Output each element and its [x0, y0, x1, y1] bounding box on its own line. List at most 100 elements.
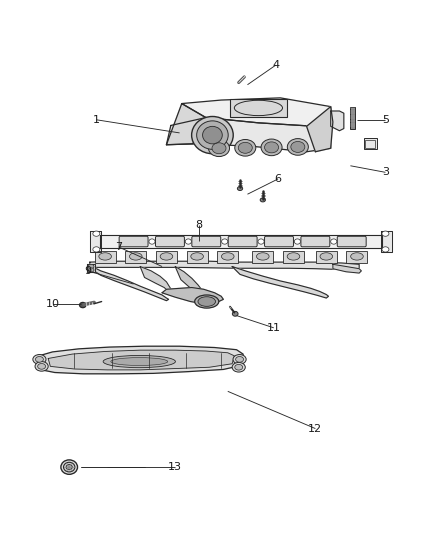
Bar	[316, 251, 337, 263]
Polygon shape	[162, 287, 223, 304]
Polygon shape	[333, 264, 361, 273]
Bar	[364, 139, 377, 149]
Polygon shape	[166, 103, 206, 145]
Bar	[156, 251, 177, 263]
Ellipse shape	[185, 239, 191, 244]
FancyBboxPatch shape	[337, 236, 366, 247]
Polygon shape	[48, 350, 234, 370]
Polygon shape	[87, 264, 95, 272]
Ellipse shape	[35, 361, 48, 371]
Ellipse shape	[232, 362, 245, 372]
Ellipse shape	[93, 231, 100, 236]
Ellipse shape	[202, 126, 222, 144]
Bar	[346, 251, 367, 263]
Polygon shape	[331, 111, 344, 131]
Ellipse shape	[291, 141, 305, 152]
Ellipse shape	[149, 239, 155, 244]
Ellipse shape	[208, 140, 230, 157]
Ellipse shape	[287, 139, 308, 155]
Bar	[125, 251, 146, 263]
Polygon shape	[166, 118, 331, 152]
Text: 5: 5	[382, 115, 389, 125]
Ellipse shape	[382, 247, 389, 252]
Ellipse shape	[287, 253, 300, 260]
Ellipse shape	[236, 357, 244, 362]
Ellipse shape	[320, 253, 332, 260]
Text: 9: 9	[84, 266, 91, 276]
Bar	[283, 251, 304, 263]
Bar	[230, 99, 287, 117]
Ellipse shape	[382, 231, 389, 236]
FancyBboxPatch shape	[155, 236, 184, 247]
Polygon shape	[140, 266, 172, 293]
Ellipse shape	[351, 253, 363, 260]
Ellipse shape	[80, 302, 86, 308]
Text: 3: 3	[382, 167, 389, 177]
Text: 10: 10	[46, 298, 60, 309]
Bar	[217, 251, 238, 263]
Ellipse shape	[33, 354, 46, 364]
Ellipse shape	[260, 198, 265, 202]
Polygon shape	[381, 231, 392, 253]
Ellipse shape	[194, 295, 219, 308]
Polygon shape	[92, 266, 169, 301]
Text: 1: 1	[93, 115, 100, 125]
Ellipse shape	[93, 247, 100, 252]
Text: 13: 13	[168, 462, 182, 472]
FancyBboxPatch shape	[301, 236, 330, 247]
Ellipse shape	[198, 297, 215, 306]
FancyBboxPatch shape	[228, 236, 257, 247]
Ellipse shape	[294, 239, 300, 244]
Ellipse shape	[258, 239, 264, 244]
Ellipse shape	[66, 464, 72, 470]
Ellipse shape	[232, 311, 238, 316]
Ellipse shape	[257, 253, 269, 260]
Ellipse shape	[160, 253, 173, 260]
FancyBboxPatch shape	[192, 236, 221, 247]
Bar	[350, 107, 355, 128]
Text: 12: 12	[308, 424, 322, 433]
Text: 8: 8	[196, 220, 203, 230]
Ellipse shape	[237, 187, 243, 190]
Polygon shape	[37, 346, 243, 374]
Text: 11: 11	[267, 323, 281, 333]
Polygon shape	[232, 266, 328, 298]
Bar	[252, 251, 273, 263]
Bar	[187, 251, 208, 263]
Bar	[95, 251, 116, 263]
Ellipse shape	[222, 239, 228, 244]
Text: 6: 6	[275, 174, 282, 184]
Ellipse shape	[261, 139, 282, 156]
Polygon shape	[307, 107, 333, 152]
Ellipse shape	[61, 460, 78, 474]
Ellipse shape	[88, 268, 94, 272]
Ellipse shape	[233, 354, 246, 364]
FancyBboxPatch shape	[265, 236, 293, 247]
Ellipse shape	[192, 117, 233, 154]
Polygon shape	[90, 231, 101, 253]
Ellipse shape	[111, 358, 168, 366]
Text: 4: 4	[272, 60, 279, 70]
Ellipse shape	[331, 239, 337, 244]
Ellipse shape	[99, 253, 111, 260]
Ellipse shape	[64, 462, 75, 472]
Polygon shape	[100, 235, 382, 248]
Ellipse shape	[212, 143, 226, 154]
Bar	[365, 140, 375, 148]
Ellipse shape	[235, 365, 243, 370]
Ellipse shape	[235, 140, 256, 156]
Polygon shape	[90, 261, 359, 270]
Ellipse shape	[38, 364, 46, 369]
Polygon shape	[175, 266, 205, 297]
Ellipse shape	[35, 357, 43, 362]
Ellipse shape	[103, 356, 175, 368]
Ellipse shape	[238, 142, 252, 154]
Ellipse shape	[88, 264, 94, 269]
Ellipse shape	[265, 142, 279, 153]
Polygon shape	[182, 98, 333, 126]
FancyBboxPatch shape	[119, 236, 148, 247]
Text: 7: 7	[115, 242, 122, 252]
Ellipse shape	[222, 253, 234, 260]
Ellipse shape	[130, 253, 142, 260]
Ellipse shape	[191, 253, 203, 260]
